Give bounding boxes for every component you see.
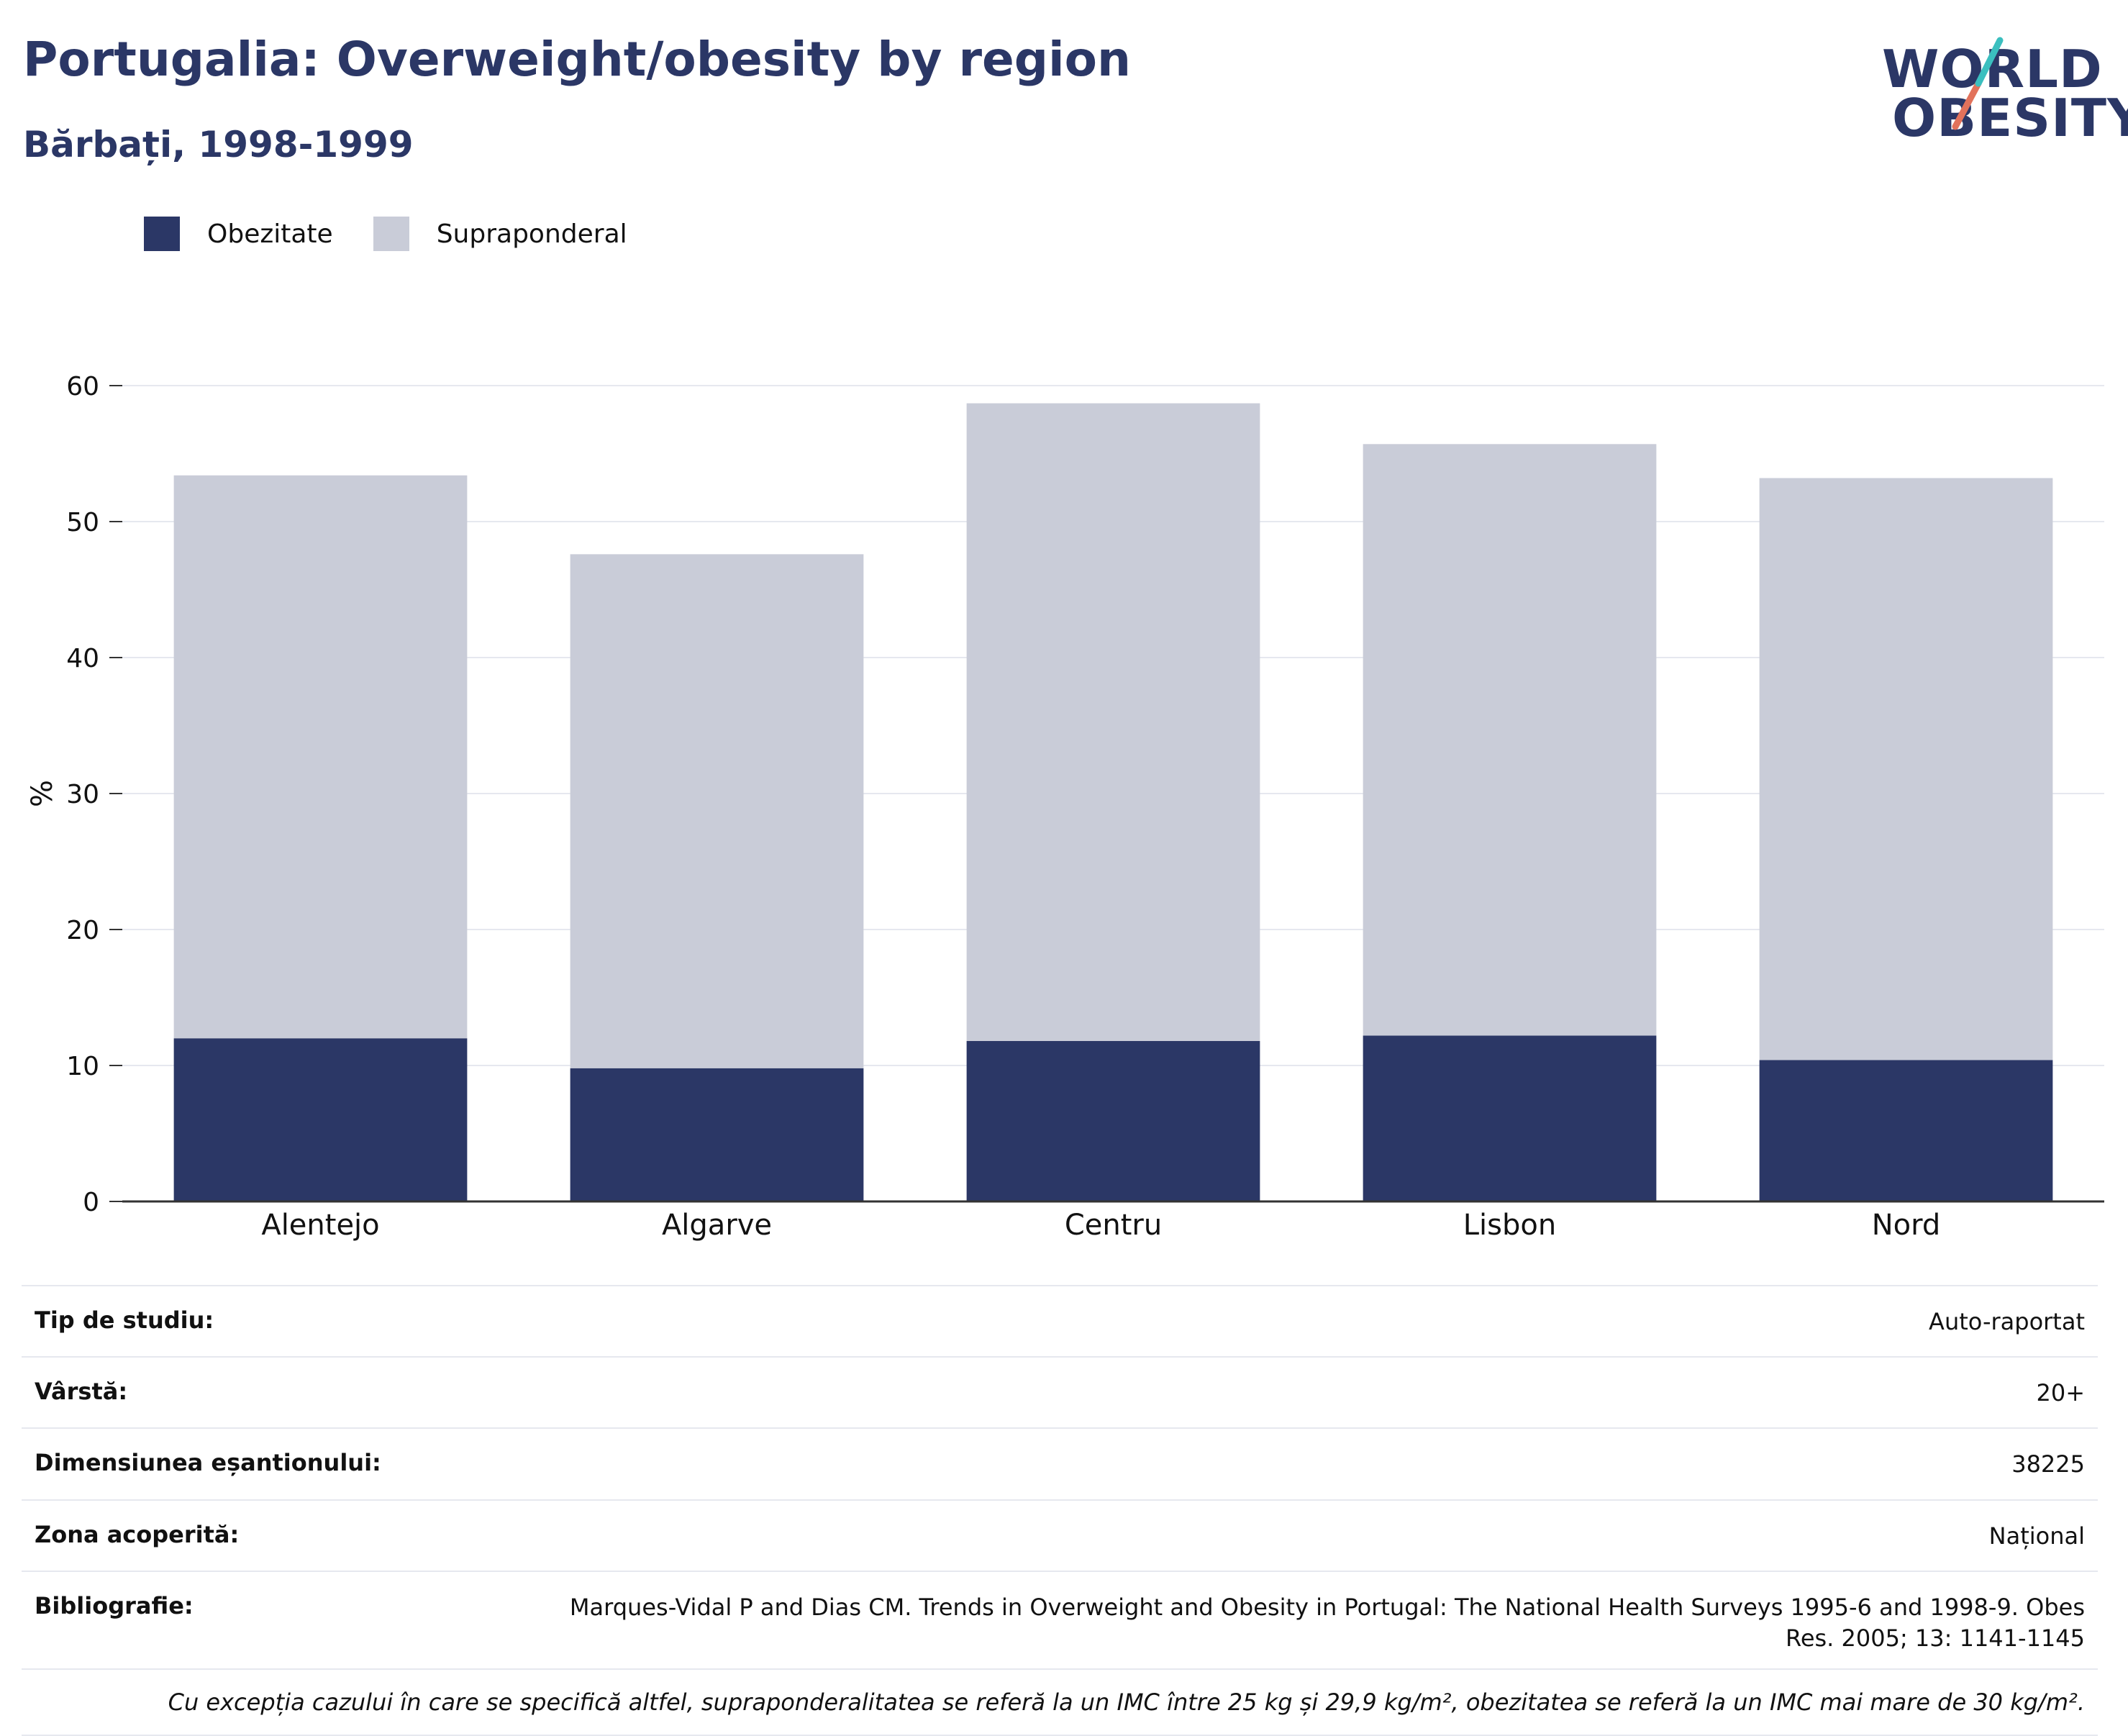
study-info-table: Tip de studiu: Auto-raportat Vârstă: 20+… bbox=[22, 1285, 2098, 1736]
bar-obezitate bbox=[570, 1068, 864, 1201]
bar-supraponderal bbox=[1363, 444, 1657, 1036]
x-tick-label: Lisbon bbox=[1463, 1209, 1556, 1242]
legend-label-obezitate: Obezitate bbox=[207, 219, 333, 249]
bar-supraponderal bbox=[173, 475, 468, 1039]
world-obesity-logo: WORLD OBESITY bbox=[1870, 22, 2128, 158]
logo-slash-icon bbox=[1952, 37, 2004, 130]
info-row-study-type: Tip de studiu: Auto-raportat bbox=[22, 1285, 2098, 1356]
y-tick-label: 60 bbox=[66, 372, 99, 401]
legend-swatch-obezitate bbox=[144, 217, 180, 251]
bar-obezitate bbox=[1759, 1060, 2053, 1201]
y-tick-label: 40 bbox=[66, 644, 99, 673]
logo-line-2: OBESITY bbox=[1892, 88, 2128, 148]
stacked-bar-chart: 0 10 20 30 40 50 60% Alentejo Algarve Centru Lisbo… bbox=[26, 372, 2104, 1242]
legend-label-supraponderal: Supraponderal bbox=[436, 219, 627, 249]
y-axis-label: % bbox=[26, 780, 59, 807]
info-label-bibliography: Bibliografie: bbox=[35, 1591, 194, 1619]
info-row-sample-size: Dimensiunea eșantionului: 38225 bbox=[22, 1427, 2098, 1499]
info-value-area-covered: Național bbox=[1988, 1522, 2085, 1550]
chart-title: Portugalia: Overweight/obesity by region bbox=[23, 32, 1131, 87]
info-value-age: 20+ bbox=[2036, 1379, 2085, 1407]
y-tick-label: 30 bbox=[66, 780, 99, 809]
x-tick-label: Algarve bbox=[662, 1209, 772, 1242]
definition-note: Cu excepția cazului în care se specifică… bbox=[22, 1668, 2098, 1736]
x-tick-label: Centru bbox=[1065, 1209, 1162, 1242]
info-row-bibliography: Bibliografie: Marques-Vidal P and Dias C… bbox=[22, 1570, 2098, 1668]
x-tick-label: Alentejo bbox=[261, 1209, 379, 1242]
bar-supraponderal bbox=[966, 403, 1260, 1041]
info-label-study-type: Tip de studiu: bbox=[35, 1306, 214, 1334]
y-tick-label: 0 bbox=[83, 1188, 99, 1217]
info-label-sample-size: Dimensiunea eșantionului: bbox=[35, 1449, 381, 1477]
info-label-age: Vârstă: bbox=[35, 1378, 128, 1406]
bar-supraponderal bbox=[1759, 478, 2053, 1060]
bar-obezitate bbox=[966, 1040, 1260, 1201]
y-tick-label: 10 bbox=[66, 1052, 99, 1081]
bar-supraponderal bbox=[570, 554, 864, 1068]
info-value-sample-size: 38225 bbox=[2011, 1450, 2085, 1478]
y-tick-label: 20 bbox=[66, 916, 99, 945]
legend-item-obezitate: Obezitate bbox=[144, 217, 333, 251]
info-label-area-covered: Zona acoperită: bbox=[35, 1520, 240, 1548]
bar-obezitate bbox=[1363, 1035, 1657, 1201]
info-row-age: Vârstă: 20+ bbox=[22, 1356, 2098, 1427]
y-tick-label: 50 bbox=[66, 508, 99, 537]
bar-obezitate bbox=[173, 1038, 468, 1201]
info-value-bibliography: Marques-Vidal P and Dias CM. Trends in O… bbox=[569, 1593, 2085, 1652]
x-tick-label: Nord bbox=[1872, 1209, 1941, 1242]
chart-subtitle: Bărbați, 1998-1999 bbox=[23, 124, 414, 165]
legend: Obezitate Supraponderal bbox=[144, 216, 668, 252]
info-value-study-type: Auto-raportat bbox=[1929, 1308, 2085, 1335]
legend-swatch-supraponderal bbox=[373, 217, 409, 251]
legend-item-supraponderal: Supraponderal bbox=[373, 217, 627, 251]
info-row-area-covered: Zona acoperită: Național bbox=[22, 1499, 2098, 1571]
